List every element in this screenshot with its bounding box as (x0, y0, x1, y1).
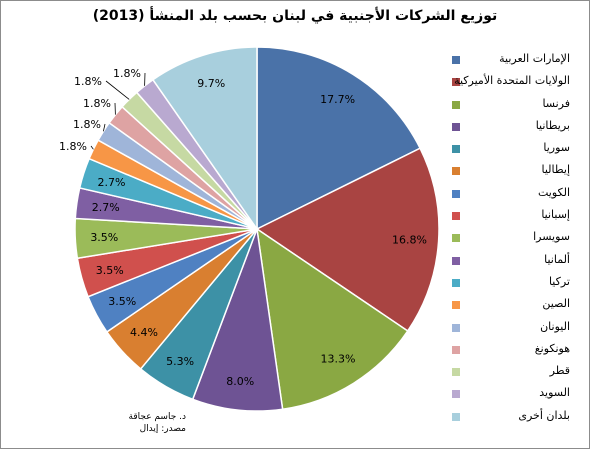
data-label: 4.4% (130, 326, 158, 339)
data-label: 9.7% (197, 77, 225, 90)
legend-swatch (452, 122, 460, 131)
legend-label: الولايات المتحدة الأميركية (454, 74, 570, 88)
legend-swatch (452, 212, 460, 221)
leader-line (90, 145, 94, 150)
data-label: 13.3% (321, 353, 356, 366)
legend-label: ألمانيا (544, 252, 570, 266)
legend-label: هونكونغ (534, 341, 570, 355)
data-label: 3.5% (96, 264, 124, 277)
data-label: 2.7% (98, 176, 126, 189)
data-label: 17.7% (320, 93, 355, 106)
legend-item: الولايات المتحدة الأميركية (452, 74, 582, 96)
legend: الإمارات العربية الولايات المتحدة الأميرك… (452, 52, 582, 431)
legend-label: إسبانيا (541, 208, 570, 222)
data-label: 3.5% (90, 231, 118, 244)
legend-swatch (452, 412, 460, 421)
legend-swatch (452, 56, 460, 64)
legend-swatch (452, 390, 460, 399)
data-label: 5.3% (166, 355, 194, 368)
legend-item: الكويت (452, 186, 582, 208)
chart-title: توزيع الشركات الأجنبية في لبنان بحسب بلد… (92, 8, 498, 24)
pie-slice (256, 46, 422, 231)
legend-item: سوريا (452, 141, 582, 163)
leader-line (105, 80, 130, 100)
legend-item: بريطانيا (452, 119, 582, 141)
data-label: 2.7% (92, 201, 120, 214)
data-label: 1.8% (113, 67, 141, 80)
legend-swatch (452, 234, 460, 243)
legend-label: تركيا (548, 274, 570, 288)
legend-label: بلدان أخرى (518, 408, 570, 422)
legend-label: الكويت (537, 185, 570, 199)
legend-swatch (452, 301, 460, 310)
legend-item: الصين (452, 297, 582, 319)
data-label: 1.8% (59, 140, 87, 153)
legend-swatch (452, 345, 460, 354)
legend-swatch (452, 368, 460, 377)
legend-label: الصين (542, 297, 570, 311)
legend-item: إيطاليا (452, 163, 582, 185)
source-note: د. جاسم عجاقة مصدر: إيدال (96, 411, 186, 435)
legend-label: فرنسا (542, 96, 570, 110)
pie-slice (191, 228, 284, 412)
legend-item: ألمانيا (452, 253, 582, 275)
legend-label: السويد (539, 386, 570, 400)
legend-swatch (452, 189, 460, 198)
data-label: 1.8% (73, 118, 101, 131)
legend-item: هونكونغ (452, 342, 582, 364)
data-label: 8.0% (226, 375, 254, 388)
pie-slice (256, 227, 409, 411)
legend-item: فرنسا (452, 97, 582, 119)
legend-label: بريطانيا (535, 118, 570, 132)
legend-label: الإمارات العربية (499, 52, 570, 65)
legend-item: إسبانيا (452, 208, 582, 230)
legend-swatch (452, 145, 460, 154)
legend-swatch (452, 323, 460, 332)
data-label: 16.8% (392, 233, 427, 246)
pie-slice (151, 46, 258, 232)
legend-label: سوريا (543, 141, 570, 155)
legend-item: بلدان أخرى (452, 409, 582, 431)
legend-swatch (452, 100, 460, 109)
legend-item: السويد (452, 386, 582, 408)
legend-label: إيطاليا (541, 163, 570, 177)
data-label: 1.8% (83, 97, 111, 110)
leader-line (103, 123, 106, 132)
data-label: 3.5% (108, 295, 136, 308)
source-label: مصدر: إيدال (139, 424, 186, 434)
legend-swatch (452, 78, 460, 87)
legend-item: اليونان (452, 320, 582, 342)
legend-item: قطر (452, 364, 582, 386)
pie-slice (255, 147, 440, 333)
legend-label: سويسرا (533, 230, 570, 244)
legend-item: الإمارات العربية (452, 52, 582, 74)
legend-swatch (452, 167, 460, 176)
legend-item: تركيا (452, 275, 582, 297)
legend-label: قطر (549, 364, 570, 378)
source-author: د. جاسم عجاقة (128, 412, 186, 422)
legend-label: اليونان (540, 319, 570, 333)
legend-item: سويسرا (452, 230, 582, 252)
legend-swatch (452, 278, 460, 287)
data-label: 1.8% (74, 75, 102, 88)
legend-swatch (452, 256, 460, 265)
